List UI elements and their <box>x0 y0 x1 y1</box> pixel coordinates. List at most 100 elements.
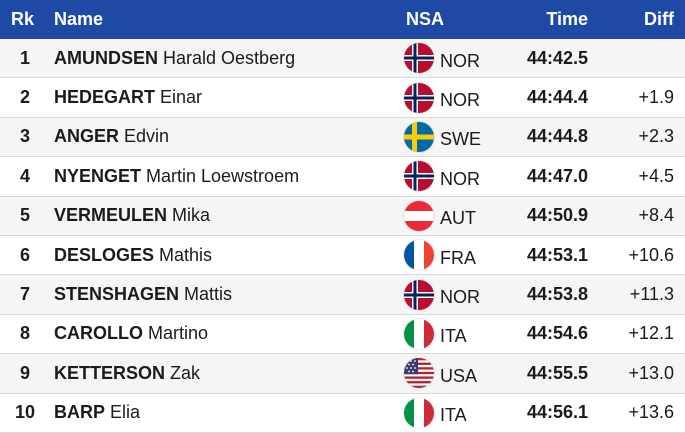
time-cell: 44:55.5 <box>526 362 588 383</box>
athlete-given-name: Elia <box>110 402 141 423</box>
italy-flag-icon <box>404 318 434 349</box>
diff-cell <box>600 39 674 77</box>
nsa-code: NOR <box>440 168 480 189</box>
table-row: 6 DESLOGES Mathis FRA 44:53.1 +10.6 <box>0 235 685 276</box>
table-row: 4 NYENGET Martin Loewstroem NOR 44:47.0 +4.5 <box>0 157 685 197</box>
table-row: 9 KETTERSON Zak USA 44:55.5 +13.0 <box>0 354 685 394</box>
rank-cell: 1 <box>19 47 30 68</box>
norway-flag-icon <box>404 279 434 310</box>
athlete-name-cell[interactable]: CAROLLO Martino <box>54 315 208 353</box>
rank-cell: 6 <box>19 244 30 265</box>
time-column-header: Time <box>546 9 588 29</box>
athlete-surname: DESLOGES <box>54 244 155 265</box>
austria-flag-icon <box>404 200 434 231</box>
nsa-code: USA <box>440 365 478 386</box>
nsa-code: AUT <box>440 208 476 229</box>
nsa-code: NOR <box>440 50 480 71</box>
athlete-name-cell[interactable]: BARP Elia <box>54 394 140 432</box>
table-row: 1 AMUNDSEN Harald Oestberg NOR 44:42.5 <box>0 39 685 79</box>
rank-column-header: Rk <box>11 9 35 29</box>
athlete-name-cell[interactable]: VERMEULEN Mika <box>54 197 210 235</box>
nsa-cell: USA <box>404 354 477 392</box>
athlete-given-name: Edvin <box>124 126 170 147</box>
athlete-name-cell[interactable]: DESLOGES Mathis <box>54 236 212 274</box>
table-row: 7 STENSHAGEN Mattis NOR 44:53.8 +11.3 <box>0 275 685 315</box>
table-row: 2 HEDEGART Einar NOR 44:44.4 +1.9 <box>0 78 685 118</box>
rank-cell: 8 <box>19 323 30 344</box>
table-row: 8 CAROLLO Martino ITA 44:54.6 +12.1 <box>0 314 685 355</box>
table-row: 3 ANGER Edvin SWE 44:44.8 +2.3 <box>0 117 685 158</box>
athlete-name-cell[interactable]: AMUNDSEN Harald Oestberg <box>54 39 295 77</box>
france-flag-icon <box>404 240 434 271</box>
nsa-code: FRA <box>440 247 476 268</box>
name-column-header: Name <box>54 9 104 29</box>
diff-cell: +12.1 <box>628 323 674 344</box>
time-cell: 44:50.9 <box>526 205 588 226</box>
nsa-cell: ITA <box>404 394 467 432</box>
rank-cell: 5 <box>19 205 30 226</box>
nsa-code: NOR <box>440 287 480 308</box>
nsa-cell: ITA <box>404 315 467 353</box>
athlete-surname: BARP <box>54 402 106 423</box>
nsa-cell: NOR <box>404 39 480 77</box>
nsa-code: ITA <box>440 326 467 347</box>
nsa-cell: SWE <box>404 118 481 156</box>
nsa-cell: NOR <box>404 275 480 313</box>
table-header: Rk Name NSA Time Diff <box>0 0 685 39</box>
athlete-name-cell[interactable]: KETTERSON Zak <box>54 354 200 392</box>
athlete-given-name: Zak <box>170 362 201 383</box>
athlete-surname: VERMEULEN <box>54 205 168 226</box>
nsa-cell: NOR <box>404 157 480 195</box>
athlete-given-name: Einar <box>160 87 203 108</box>
diff-cell: +8.4 <box>638 205 674 226</box>
diff-cell: +11.3 <box>629 284 674 305</box>
time-cell: 44:44.4 <box>526 87 588 108</box>
athlete-given-name: Martin Loewstroem <box>146 165 300 186</box>
athlete-surname: ANGER <box>54 126 120 147</box>
athlete-name-cell[interactable]: STENSHAGEN Mattis <box>54 275 232 313</box>
athlete-surname: STENSHAGEN <box>54 284 180 305</box>
athlete-given-name: Mattis <box>184 284 233 305</box>
sweden-flag-icon <box>404 121 434 152</box>
rank-cell: 3 <box>19 126 30 147</box>
time-cell: 44:54.6 <box>526 323 588 344</box>
athlete-surname: KETTERSON <box>54 362 166 383</box>
time-cell: 44:53.8 <box>526 284 588 305</box>
athlete-given-name: Harald Oestberg <box>163 47 296 68</box>
time-cell: 44:42.5 <box>526 47 588 68</box>
diff-cell: +10.6 <box>628 244 674 265</box>
table-row: 10 BARP Elia ITA 44:56.1 +13.6 <box>0 393 685 433</box>
athlete-surname: NYENGET <box>54 165 142 186</box>
athlete-surname: AMUNDSEN <box>54 47 159 68</box>
diff-cell: +1.9 <box>638 87 674 108</box>
rank-cell: 9 <box>19 362 30 383</box>
nsa-code: ITA <box>440 405 467 426</box>
rank-cell: 4 <box>19 165 30 186</box>
diff-cell: +4.5 <box>638 165 674 186</box>
table-body: 1 AMUNDSEN Harald Oestberg NOR 44:42.5 2 HEDEG… <box>0 39 685 433</box>
athlete-name-cell[interactable]: NYENGET Martin Loewstroem <box>54 157 299 195</box>
norway-flag-icon <box>404 82 434 113</box>
time-cell: 44:53.1 <box>526 244 588 265</box>
nsa-column-header: NSA <box>406 9 445 29</box>
diff-cell: +13.6 <box>628 402 674 423</box>
rank-cell: 10 <box>14 402 36 423</box>
athlete-surname: HEDEGART <box>54 87 156 108</box>
table-row: 5 VERMEULEN Mika AUT 44:50.9 +8.4 <box>0 196 685 236</box>
rank-cell: 7 <box>19 284 30 305</box>
athlete-name-cell[interactable]: ANGER Edvin <box>54 118 169 156</box>
athlete-given-name: Mika <box>172 205 211 226</box>
diff-cell: +13.0 <box>628 362 674 383</box>
time-cell: 44:56.1 <box>526 402 588 423</box>
athlete-given-name: Martino <box>148 323 209 344</box>
nsa-cell: FRA <box>404 236 476 274</box>
athlete-given-name: Mathis <box>159 244 213 265</box>
athlete-surname: CAROLLO <box>54 323 143 344</box>
athlete-name-cell[interactable]: HEDEGART Einar <box>54 78 202 116</box>
time-cell: 44:47.0 <box>526 165 588 186</box>
rank-cell: 2 <box>19 87 30 108</box>
nsa-code: SWE <box>440 129 482 150</box>
diff-column-header: Diff <box>644 9 674 29</box>
nsa-cell: AUT <box>404 197 476 235</box>
